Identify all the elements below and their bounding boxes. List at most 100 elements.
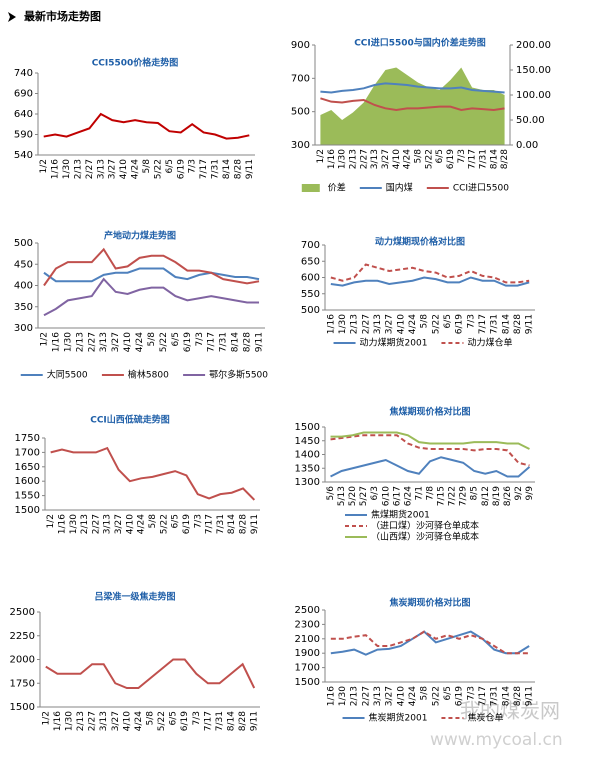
x-tick-label: 5/27 [359,486,369,506]
x-tick-label: 4/24 [403,149,413,169]
x-tick-label: 8/28 [500,149,510,169]
x-tick-label: 4/10 [123,332,133,352]
legend-label: 大同5500 [47,369,88,381]
x-tick-label: 4/24 [131,159,141,179]
x-tick-label: 2/13 [350,686,360,706]
x-tick-label: 7/1 [414,486,424,500]
line [43,112,250,140]
x-tick-label: 8/28 [243,332,253,352]
y-tick-label: 500 [291,107,310,118]
x-tick-label: 9/11 [250,711,260,731]
legend-item: 动力煤期货2001 [333,337,428,349]
y-tick-label: 1700 [295,663,320,674]
line [50,446,256,501]
x-tick-label: 1/30 [62,159,72,179]
x-tick-label: 9/11 [255,332,265,352]
x-tick-label: 7/3 [195,332,205,346]
x-tick-label: 3/27 [108,159,118,179]
x-tick-label: 1/2 [316,149,326,163]
y-tick-label: 600 [301,273,320,284]
x-tick-label: 7/17 [478,314,488,334]
legend-item: CCI进口5500 [426,183,509,194]
x-tick-label: 1/16 [51,159,61,179]
x-tick-label: 6/5 [171,332,181,346]
x-tick-label: 2/13 [76,711,86,731]
x-tick-label: 5/8 [148,514,158,529]
line [330,263,530,284]
legend-item: 动力煤仓单 [441,337,512,349]
line [43,247,260,287]
x-tick-label: 4/10 [122,711,132,731]
x-tick-label: 1/30 [338,149,348,169]
legend-item: 鄂尔多斯5500 [183,369,268,381]
line [45,658,256,689]
x-tick-label: 9/9 [525,486,535,501]
x-tick-label: 1/30 [69,514,79,534]
x-tick-label: 7/3 [188,159,198,173]
x-tick-label: 1/2 [39,159,49,173]
x-tick-label: 2/27 [87,332,97,352]
x-tick-label: 6/17 [392,486,402,506]
legend-label: 焦炭期货2001 [369,712,428,724]
line [330,630,530,655]
y-tick-label: 2250 [10,631,35,642]
x-tick-label: 4/10 [392,149,402,169]
chart-title: CCI进口5500与国内价差走势图 [354,37,486,49]
x-tick-label: 1/2 [41,711,51,725]
x-tick-label: 8/14 [222,159,232,179]
bullet-arrow [8,12,16,22]
x-tick-label: 8/14 [501,686,511,706]
chart-title: 产地动力煤走势图 [104,230,176,242]
x-tick-label: 4/10 [396,686,406,706]
x-tick-label: 7/31 [211,159,221,179]
x-tick-label: 5/22 [424,149,434,169]
legend-item: 大同5500 [20,369,88,381]
x-tick-label: 4/10 [396,314,406,334]
x-tick-label: 7/3 [193,514,203,528]
chart: 产地动力煤走势图 300 350 400 450 500 1/2 1/16 1/30 2/13 2/… [14,230,268,381]
x-tick-label: 3/13 [373,314,383,334]
y-tick-label: 500 [14,238,33,249]
x-tick-label: 4/24 [134,711,144,731]
y-tick-label: 740 [14,68,33,79]
y-tick-label: 2300 [295,619,320,630]
x-tick-label: 4/24 [408,686,418,706]
x-tick-label: 5/8 [420,314,430,329]
y2-tick-label: 200.00 [516,40,551,51]
x-tick-label: 7/3 [457,149,467,163]
x-tick-label: 6/19 [446,149,456,169]
legend-label: 动力煤期货2001 [360,337,428,349]
x-tick-label: 6/5 [165,159,175,173]
legend-item: （进口煤）沙河驿仓单成本 [345,520,479,532]
x-tick-label: 6/24 [403,486,413,506]
x-tick-label: 1/16 [51,332,61,352]
x-tick-label: 5/8 [413,149,423,164]
y2-tick-label: 150.00 [516,65,551,76]
x-tick-label: 3/13 [103,514,113,534]
x-tick-label: 3/13 [99,332,109,352]
legend-item: （山西煤）沙河驿仓单成本 [345,531,479,543]
y-tick-label: 1500 [10,702,35,713]
x-tick-label: 2/27 [85,159,95,179]
y-tick-label: 1750 [15,433,40,444]
x-tick-label: 6/19 [176,159,186,179]
x-tick-label: 7/3 [192,711,202,725]
y-tick-label: 1350 [295,463,320,474]
x-tick-label: 7/3 [466,314,476,328]
y-tick-label: 1900 [295,648,320,659]
x-tick-label: 8/28 [513,314,523,334]
x-tick-label: 2/13 [80,514,90,534]
legend-label: 榆林5800 [128,369,169,381]
x-tick-label: 7/17 [205,514,215,534]
y-tick-label: 540 [14,150,33,161]
x-tick-label: 7/8 [426,486,436,501]
x-tick-label: 5/22 [159,514,169,534]
x-tick-label: 5/20 [348,486,358,506]
x-tick-label: 1/16 [326,686,336,706]
y-tick-label: 2100 [295,634,320,645]
x-tick-label: 7/17 [207,332,217,352]
x-tick-label: 5/22 [431,314,441,334]
y2-tick-label: 50.00 [516,115,545,126]
line [330,276,530,287]
